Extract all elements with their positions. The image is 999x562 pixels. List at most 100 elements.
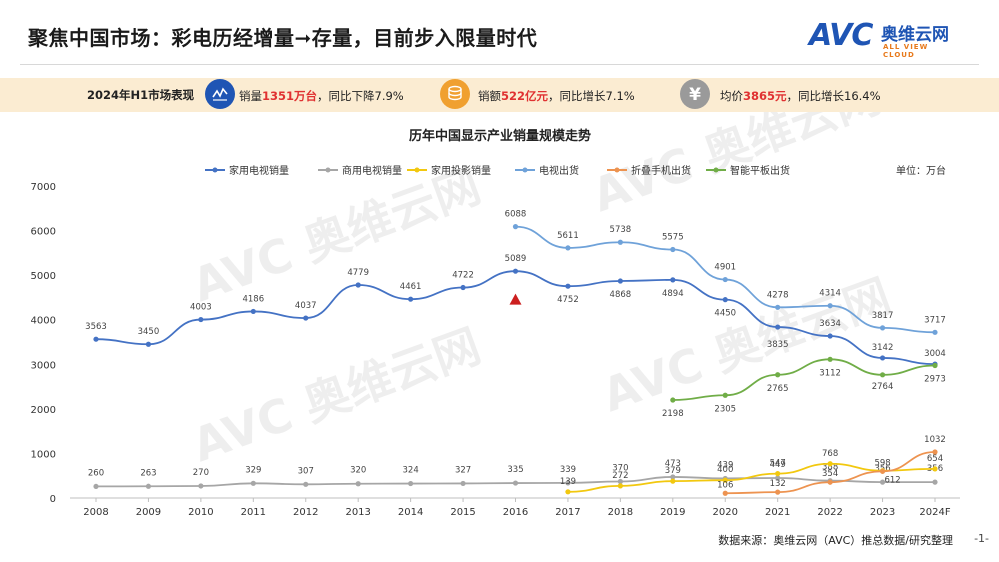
- data-label: 4278: [767, 290, 789, 300]
- data-point: [722, 477, 728, 483]
- data-point: [879, 468, 886, 474]
- legend-item: 智能平板出货: [706, 164, 790, 177]
- legend-label: 家用电视销量: [229, 164, 289, 177]
- legend-item: 家用电视销量: [205, 164, 289, 177]
- summary-band: 2024年H1市场表现 销量1351万台，同比下降7.9% 销额522亿元，同比…: [0, 78, 999, 112]
- chart-line-icon: [205, 79, 235, 109]
- legend-label: 折叠手机出货: [631, 164, 691, 177]
- data-label: 598: [874, 458, 890, 468]
- triangle-marker: [509, 293, 522, 305]
- series-2: 139 272 379 400 547 768 612 654: [560, 449, 943, 495]
- data-label: 5089: [505, 254, 527, 264]
- data-label: 3634: [819, 319, 841, 329]
- x-tick-label: 2022: [817, 507, 842, 518]
- data-label: 4752: [557, 295, 579, 305]
- data-point: [512, 480, 519, 486]
- legend-item: 电视出货: [515, 164, 579, 177]
- data-point: [303, 481, 309, 487]
- data-label: 320: [350, 466, 366, 476]
- series-4: 106 132 354 598 1032: [717, 435, 946, 496]
- data-label: 2973: [924, 374, 946, 384]
- avc-logo: AVC 奥维云网 ALL VIEW CLOUD: [809, 16, 959, 60]
- data-point: [775, 372, 781, 378]
- data-label: 4722: [452, 271, 474, 281]
- data-label: 132: [770, 479, 786, 489]
- data-point: [617, 483, 623, 489]
- data-point: [512, 224, 519, 230]
- data-point: [827, 479, 833, 485]
- legend-marker: [212, 167, 218, 173]
- x-tick-label: 2017: [555, 507, 580, 518]
- x-tick-label: 2018: [608, 507, 633, 518]
- watermark-text: AVC 奥维云网: [185, 318, 487, 472]
- data-point: [722, 276, 728, 283]
- x-tick-label: 2011: [241, 507, 266, 518]
- watermark-text: AVC 奥维云网: [595, 268, 897, 422]
- logo-cn-text: 奥维云网: [881, 25, 949, 45]
- data-point: [827, 303, 833, 309]
- unit-label: 单位：万台: [896, 164, 946, 177]
- legend-item: 商用电视销量: [318, 164, 402, 177]
- y-tick-label: 7000: [31, 182, 56, 193]
- data-label: 3142: [872, 343, 894, 353]
- x-tick-label: 2016: [503, 507, 528, 518]
- data-label: 3450: [138, 327, 160, 337]
- data-point: [565, 489, 571, 495]
- metric-volume-suffix: ，同比下降7.9%: [317, 89, 404, 103]
- x-tick-label: 2015: [450, 507, 475, 518]
- data-label: 3717: [924, 315, 946, 325]
- y-tick-label: 6000: [31, 227, 56, 238]
- legend-item: 折叠手机出货: [607, 164, 691, 177]
- data-label: 654: [927, 454, 943, 464]
- y-tick-label: 5000: [31, 271, 56, 282]
- series-3: 6088 5611 5738 5575 4901 4278 4314 3817 3717: [505, 210, 946, 335]
- data-point: [145, 483, 152, 489]
- logo-en-text: ALL VIEW CLOUD: [883, 43, 929, 59]
- legend-marker: [522, 167, 528, 173]
- data-point: [827, 356, 833, 362]
- x-tick-label: 2012: [293, 507, 318, 518]
- series-line: [567, 462, 936, 493]
- data-point: [617, 239, 623, 245]
- data-point: [93, 336, 99, 342]
- data-point: [617, 478, 623, 485]
- data-point: [565, 283, 571, 289]
- data-label: 439: [717, 460, 733, 470]
- data-label: 547: [770, 459, 786, 469]
- data-label: 3563: [85, 322, 107, 332]
- data-label: 4450: [714, 309, 736, 319]
- metric-volume-prefix: 销量: [239, 89, 262, 103]
- metric-volume-value: 1351万台: [262, 89, 318, 103]
- data-label: 327: [455, 465, 471, 475]
- x-tick-label: 2013: [345, 507, 370, 518]
- legend-label: 智能平板出货: [730, 164, 790, 177]
- legend-marker: [414, 167, 420, 173]
- y-tick-label: 2000: [31, 405, 56, 416]
- data-label: 388: [822, 463, 838, 473]
- data-point: [775, 475, 781, 481]
- y-tick-label: 3000: [31, 360, 56, 371]
- data-point: [408, 296, 414, 302]
- data-label: 307: [298, 466, 314, 476]
- data-label: 106: [717, 480, 733, 490]
- data-point: [303, 315, 309, 321]
- series-5: 2198 2305 2765 3112 2764 2973: [662, 356, 946, 419]
- metric-revenue-value: 522亿元: [501, 89, 549, 103]
- data-point: [250, 308, 256, 315]
- data-label: 1032: [924, 435, 946, 445]
- x-tick-label: 2014: [398, 507, 423, 518]
- data-point: [670, 277, 676, 283]
- data-label: 3112: [819, 368, 841, 378]
- data-label: 335: [507, 465, 523, 475]
- data-label: 4868: [610, 290, 632, 300]
- x-tick-label: 2020: [713, 507, 738, 518]
- data-point: [827, 461, 833, 467]
- data-point: [775, 304, 781, 310]
- data-label: 5738: [610, 225, 632, 235]
- data-point: [879, 372, 886, 378]
- data-label: 4186: [242, 294, 264, 304]
- metric-price-value: 3865元: [743, 89, 787, 103]
- yen-icon: ¥: [680, 79, 710, 109]
- page-number: -1-: [974, 532, 989, 545]
